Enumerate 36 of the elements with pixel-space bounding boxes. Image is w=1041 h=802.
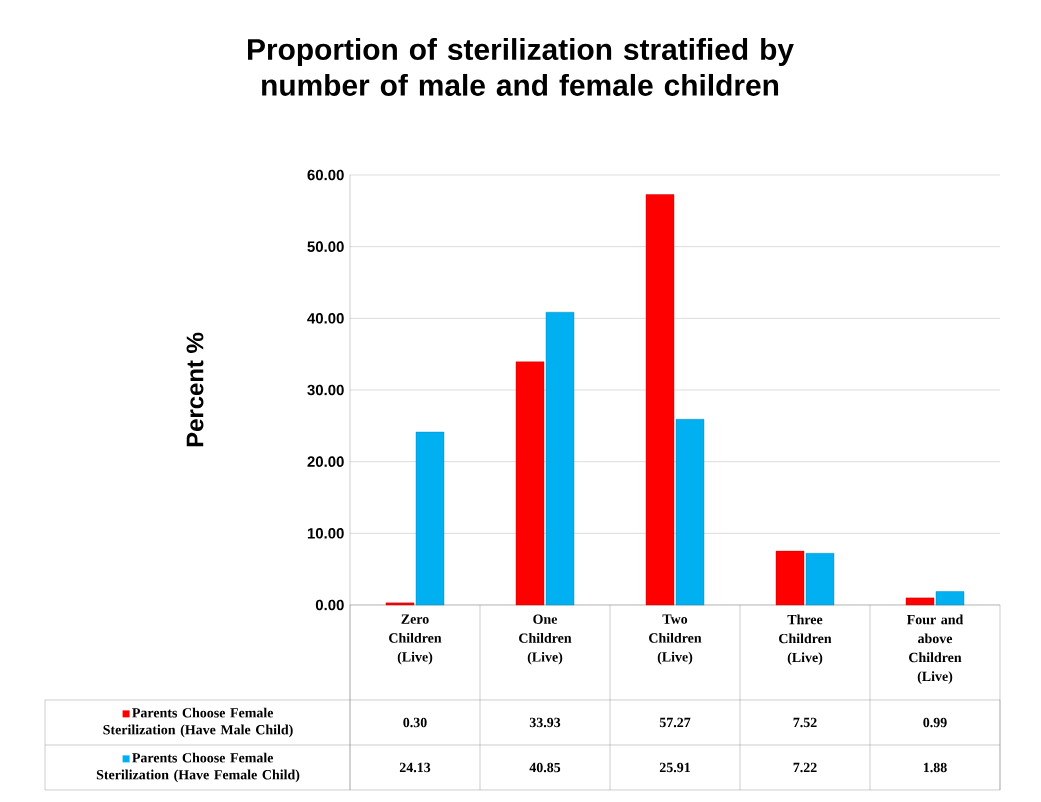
y-tick-label: 60.00 [307,169,344,181]
data-label: 0.99 [923,717,947,728]
y-tick-label: 0.00 [315,599,344,611]
x-tick-label: One Children (Live) [519,614,572,665]
x-tick-label: Four and above Children (Live) [906,614,964,684]
data-label: 25.91 [659,762,690,773]
legend-label: Parents Choose Female Sterilization (Have Male Child) [103,707,293,738]
bar [935,591,965,606]
bar [545,312,575,606]
bar [805,553,835,606]
bar [415,431,445,606]
data-label: 40.85 [529,762,561,773]
data-label: 7.52 [793,717,817,728]
y-tick-label: 50.00 [307,241,344,252]
y-tick-label: 40.00 [307,313,344,324]
chart-title: Proportion of sterilization stratified by number of male and female children [248,38,794,96]
data-label: 0.30 [403,717,427,728]
data-label: 1.88 [923,762,947,773]
y-tick-label: 20.00 [307,456,344,467]
legend-label: Parents Choose Female Sterilization (Have Female Child) [96,752,300,783]
bar [515,361,545,606]
data-label: 33.93 [529,717,561,728]
data-label: 57.27 [659,717,691,728]
bar [385,602,415,606]
y-tick-label: 30.00 [307,384,344,396]
x-tick-label: Two Children (Live) [649,614,702,665]
x-tick-label: Three Children (Live) [779,614,832,666]
bar [905,597,935,606]
data-label: 7.22 [793,762,817,773]
y-tick-label: 10.00 [307,528,344,539]
bar [675,419,705,606]
data-label: 24.13 [399,762,431,773]
bar [775,550,805,606]
x-tick-label: Zero Children (Live) [389,614,442,665]
y-axis-title: Percent % [186,332,204,447]
bar [645,194,675,606]
